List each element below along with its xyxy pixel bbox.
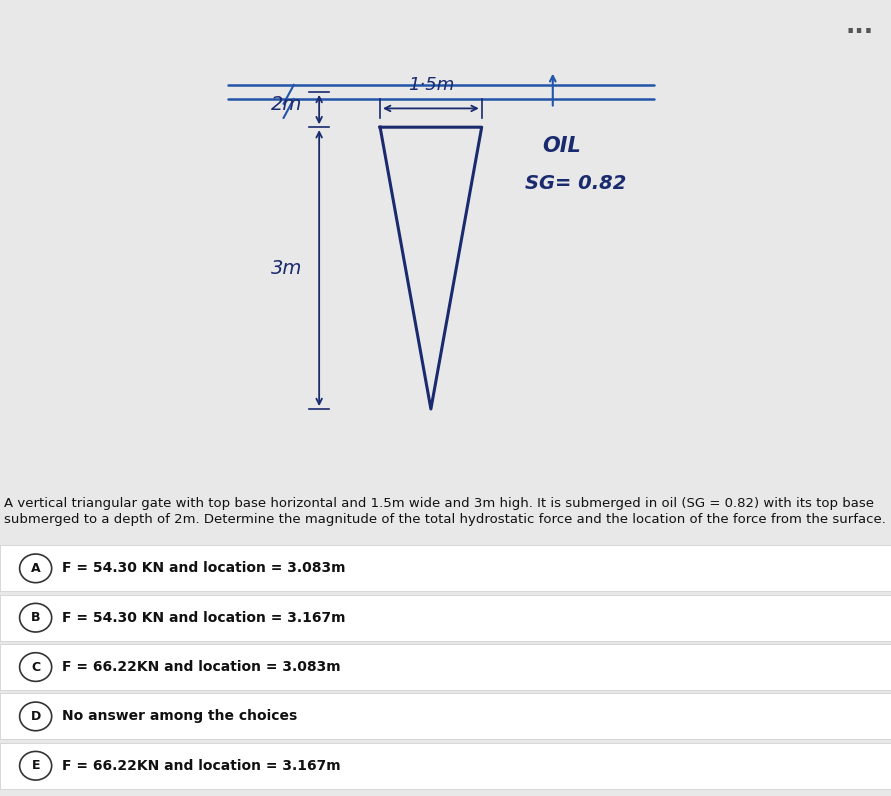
Text: OIL: OIL [543,136,581,156]
Text: F = 54.30 KN and location = 3.167m: F = 54.30 KN and location = 3.167m [62,611,346,625]
FancyBboxPatch shape [0,545,891,591]
Text: 1·5m: 1·5m [408,76,454,95]
Text: A vertical triangular gate with top base horizontal and 1.5m wide and 3m high. I: A vertical triangular gate with top base… [4,498,887,525]
Text: 2m: 2m [271,96,302,115]
Text: No answer among the choices: No answer among the choices [62,709,298,724]
FancyBboxPatch shape [0,743,891,789]
Circle shape [20,603,52,632]
Circle shape [20,702,52,731]
Text: SG= 0.82: SG= 0.82 [525,174,626,193]
Text: ···: ··· [846,20,874,44]
Text: E: E [31,759,40,772]
Text: D: D [30,710,41,723]
FancyBboxPatch shape [0,693,891,739]
FancyBboxPatch shape [0,595,891,641]
Text: F = 66.22KN and location = 3.167m: F = 66.22KN and location = 3.167m [62,759,341,773]
Text: C: C [31,661,40,673]
Text: 3m: 3m [271,259,302,278]
Text: F = 66.22KN and location = 3.083m: F = 66.22KN and location = 3.083m [62,660,341,674]
Text: A: A [31,562,40,575]
FancyBboxPatch shape [0,644,891,690]
Circle shape [20,653,52,681]
Circle shape [20,751,52,780]
Text: F = 54.30 KN and location = 3.083m: F = 54.30 KN and location = 3.083m [62,561,346,576]
Circle shape [20,554,52,583]
Text: B: B [31,611,40,624]
